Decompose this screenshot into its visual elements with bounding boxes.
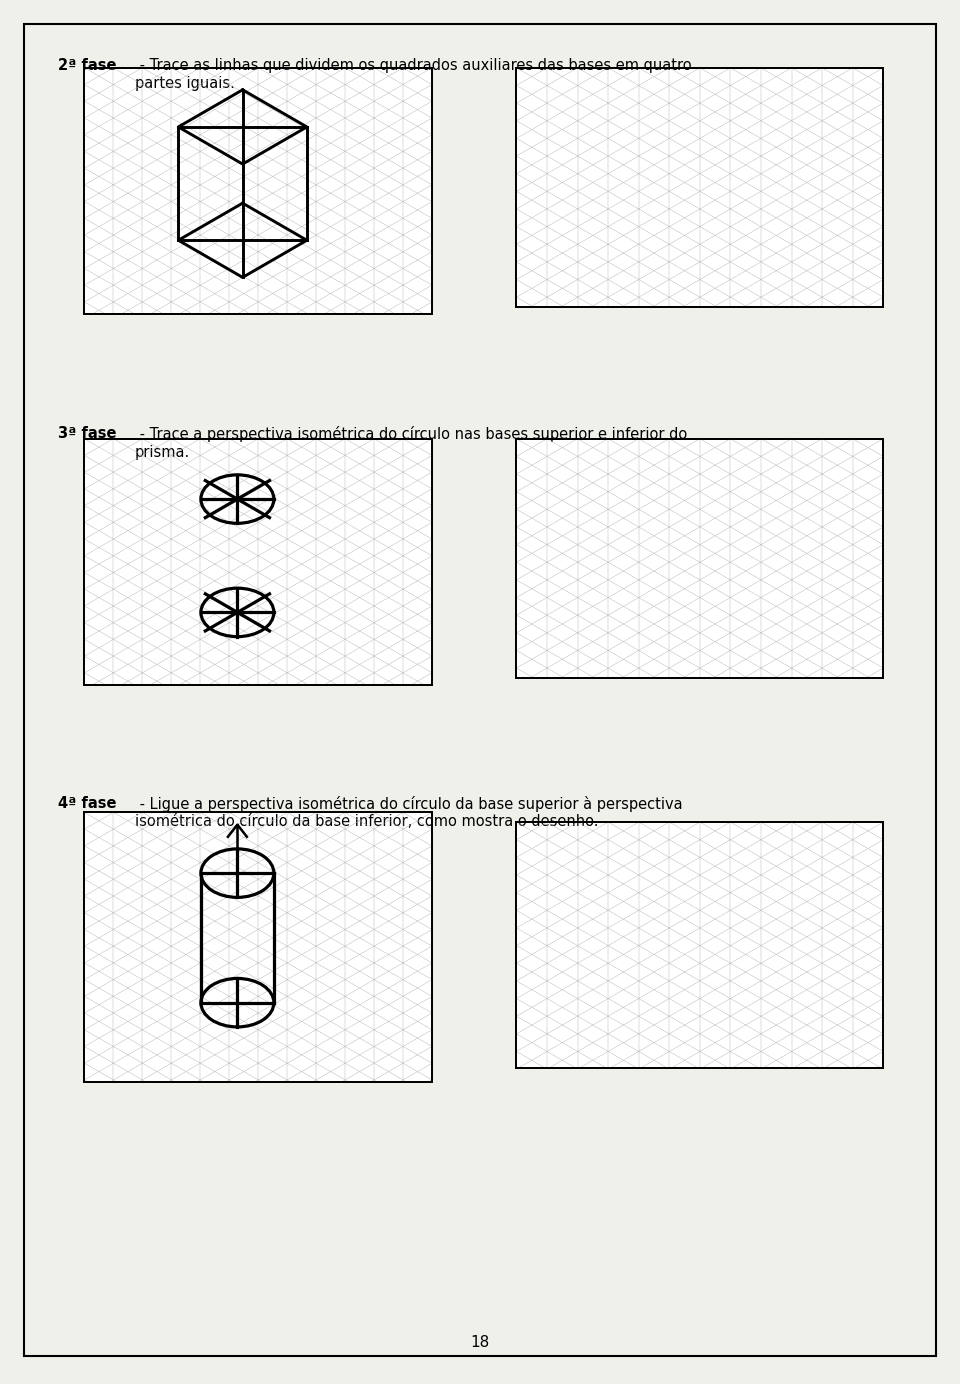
- Text: - Trace as linhas que dividem os quadrados auxiliares das bases em quatro
partes: - Trace as linhas que dividem os quadrad…: [134, 58, 691, 90]
- Bar: [84, 439, 432, 685]
- Text: 3ª fase: 3ª fase: [58, 426, 116, 441]
- Text: 18: 18: [470, 1336, 490, 1349]
- Bar: [84, 68, 432, 314]
- Bar: [516, 68, 883, 307]
- Bar: [516, 68, 883, 307]
- Text: - Trace a perspectiva isométrica do círculo nas bases superior e inferior do
pri: - Trace a perspectiva isométrica do círc…: [134, 426, 687, 459]
- Bar: [84, 68, 432, 314]
- Text: 4ª fase: 4ª fase: [58, 796, 116, 811]
- Bar: [516, 439, 883, 678]
- Bar: [84, 812, 432, 1082]
- Bar: [84, 812, 432, 1082]
- Text: 2ª fase: 2ª fase: [58, 58, 116, 73]
- Text: - Ligue a perspectiva isométrica do círculo da base superior à perspectiva
isomé: - Ligue a perspectiva isométrica do círc…: [134, 796, 683, 829]
- Bar: [516, 439, 883, 678]
- Bar: [516, 68, 883, 307]
- Bar: [516, 822, 883, 1068]
- Bar: [516, 822, 883, 1068]
- Bar: [84, 68, 432, 314]
- Bar: [84, 439, 432, 685]
- Bar: [516, 822, 883, 1068]
- Bar: [84, 812, 432, 1082]
- Bar: [84, 439, 432, 685]
- Bar: [516, 439, 883, 678]
